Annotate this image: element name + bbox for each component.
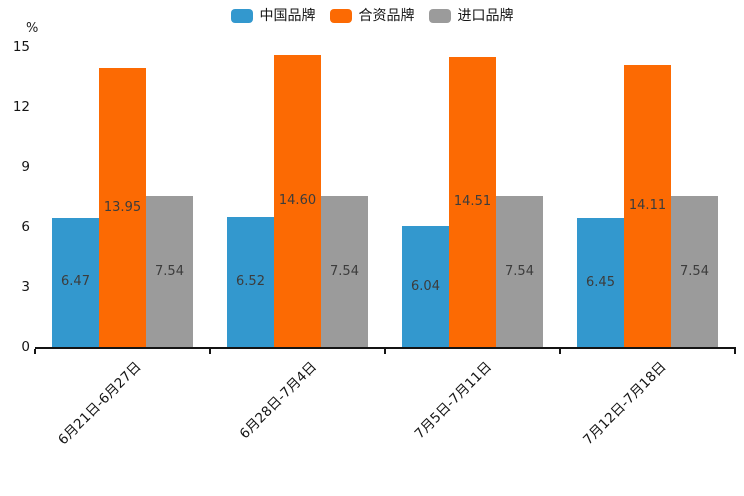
bar-value-label: 6.52 — [236, 273, 265, 289]
bar — [227, 216, 274, 347]
bar — [624, 64, 671, 347]
bar — [274, 55, 321, 347]
legend-swatch — [329, 9, 352, 23]
legend-item: 合资品牌 — [329, 8, 415, 24]
bar-value-label: 6.04 — [411, 278, 440, 294]
bar-value-label: 7.54 — [505, 263, 534, 279]
bar — [671, 196, 718, 347]
bar — [99, 68, 146, 347]
axis-tick — [384, 349, 386, 354]
x-axis-label: 7月5日-7月11日 — [411, 358, 495, 443]
y-tick-label: 0 — [21, 339, 30, 355]
bar — [496, 196, 543, 347]
x-axis-label: 7月12日-7月18日 — [580, 358, 670, 449]
y-tick-label: 6 — [21, 219, 30, 235]
legend-swatch — [428, 9, 451, 23]
legend-swatch — [230, 9, 253, 23]
y-tick-label: 12 — [12, 99, 30, 115]
bar — [449, 56, 496, 347]
x-axis-line — [35, 347, 736, 349]
bar — [52, 217, 99, 347]
legend: 中国品牌 合资品牌 进口品牌 — [0, 8, 744, 24]
bar — [402, 226, 449, 347]
bar-value-label: 7.54 — [680, 263, 709, 279]
x-axis-label: 6月21日-6月27日 — [55, 358, 145, 449]
legend-item-label: 中国品牌 — [259, 8, 316, 24]
bar-value-label: 14.11 — [628, 197, 667, 213]
legend-item-label: 合资品牌 — [358, 8, 415, 24]
bar — [146, 196, 193, 347]
y-axis-unit: % — [26, 21, 39, 36]
bar-value-label: 6.45 — [586, 274, 615, 290]
y-tick-label: 9 — [21, 159, 30, 175]
axis-tick — [34, 349, 36, 354]
legend-item-label: 进口品牌 — [457, 8, 514, 24]
bar-value-label: 13.95 — [103, 199, 142, 215]
bar-value-label: 7.54 — [330, 263, 359, 279]
y-tick-label: 3 — [21, 279, 30, 295]
bar — [321, 196, 368, 347]
bar-value-label: 14.60 — [278, 193, 317, 208]
axis-tick — [559, 349, 561, 354]
x-axis-label: 6月28日-7月4日 — [236, 358, 320, 443]
legend-item: 中国品牌 — [230, 8, 316, 24]
bar-value-label: 6.47 — [61, 274, 90, 290]
bar-value-label: 7.54 — [155, 263, 184, 279]
legend-item: 进口品牌 — [428, 8, 514, 24]
axis-tick — [734, 349, 736, 354]
bar — [577, 218, 624, 347]
bar-value-label: 14.51 — [453, 193, 492, 209]
axis-tick — [209, 349, 211, 354]
y-tick-label: 15 — [12, 39, 30, 55]
